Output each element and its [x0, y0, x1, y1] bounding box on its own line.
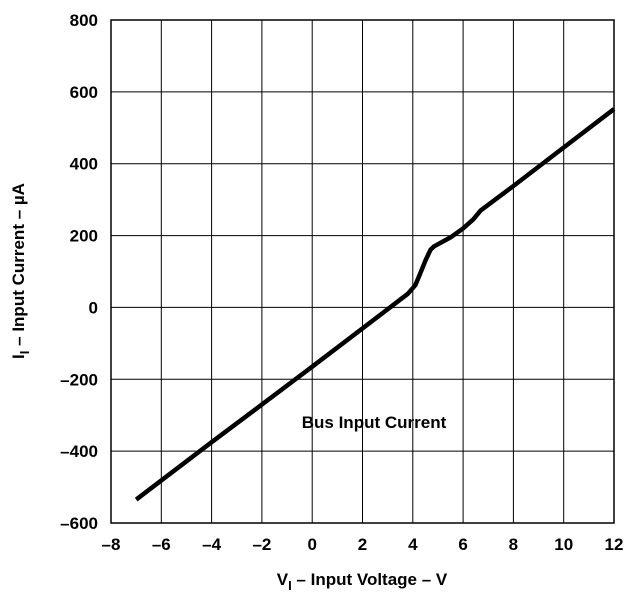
x-tick-label: –6	[152, 535, 171, 554]
x-tick-label: –8	[102, 535, 121, 554]
x-tick-label: –2	[252, 535, 271, 554]
y-tick-label: 600	[70, 83, 98, 102]
y-tick-label: –200	[60, 370, 98, 389]
x-tick-label: 2	[358, 535, 367, 554]
y-axis-title-subscript: I	[17, 351, 32, 355]
y-axis-title-main: I	[9, 354, 28, 359]
x-tick-label: 0	[307, 535, 316, 554]
annotation-bus-input-current: Bus Input Current	[302, 413, 447, 432]
series-line-0	[134, 107, 616, 502]
y-axis-title-rest: – Input Current – µA	[9, 183, 28, 351]
y-tick-label: –400	[60, 442, 98, 461]
x-axis-ticks: –8 –6 –4 –2 0 2 4 6 8 10 12	[102, 535, 624, 554]
y-tick-label: 400	[70, 155, 98, 174]
x-tick-label: 10	[554, 535, 573, 554]
x-tick-label: 6	[458, 535, 467, 554]
y-axis-title: II – Input Current – µA	[9, 183, 32, 359]
x-tick-label: 12	[605, 535, 624, 554]
x-axis-title-main: V	[277, 570, 289, 589]
x-axis-title: VI – Input Voltage – V	[277, 570, 448, 593]
y-tick-label: –600	[60, 514, 98, 533]
series-layer	[134, 107, 616, 502]
x-tick-label: 4	[408, 535, 418, 554]
x-tick-label: –4	[202, 535, 221, 554]
x-axis-title-rest: – Input Voltage – V	[292, 570, 448, 589]
x-axis-title-subscript: I	[288, 578, 292, 593]
y-tick-label: 0	[89, 298, 98, 317]
x-tick-label: 8	[509, 535, 518, 554]
y-axis-ticks: –600 –400 –200 0 200 400 600 800	[60, 11, 98, 533]
y-tick-label: 200	[70, 227, 98, 246]
plot-frame	[110, 19, 615, 524]
grid	[111, 20, 614, 523]
plot-border	[110, 19, 615, 524]
y-tick-label: 800	[70, 11, 98, 30]
